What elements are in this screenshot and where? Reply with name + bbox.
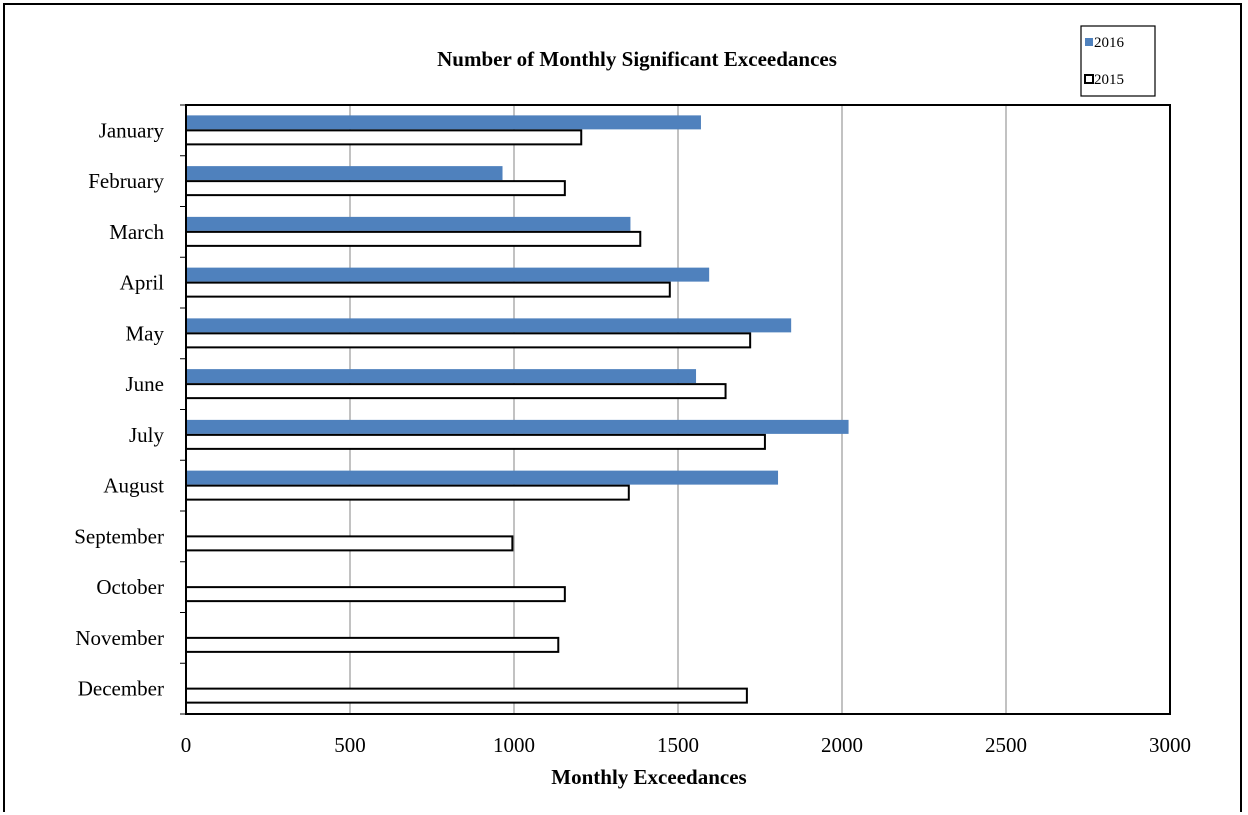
- category-label: June: [126, 372, 165, 396]
- x-tick-label: 2000: [821, 733, 863, 757]
- x-tick-label: 500: [334, 733, 366, 757]
- legend: 2016 2015: [1080, 25, 1156, 97]
- category-label: November: [75, 626, 164, 650]
- legend-box: [1080, 25, 1156, 97]
- legend-label-2016: 2016: [1094, 35, 1125, 51]
- bars: [185, 115, 849, 704]
- category-label: July: [129, 423, 165, 447]
- gridlines: [349, 105, 1007, 714]
- category-label: March: [109, 220, 164, 244]
- x-tick-label: 1500: [657, 733, 699, 757]
- category-label: December: [78, 677, 164, 701]
- bar-2016: [186, 166, 503, 181]
- bar-2015: [185, 383, 727, 400]
- x-tick-label: 2500: [985, 733, 1027, 757]
- x-tick-label: 0: [181, 733, 192, 757]
- x-axis-tick-labels: 0 500 1000 1500 2000 2500 3000: [181, 733, 1191, 757]
- category-label: October: [96, 575, 164, 599]
- bar-2016: [186, 318, 792, 333]
- category-label: May: [126, 321, 165, 345]
- bar-2015: [185, 281, 671, 298]
- bar-2015: [185, 433, 766, 450]
- bar-2016: [186, 470, 779, 485]
- bar-2015: [185, 332, 752, 349]
- bar-2016: [186, 216, 631, 231]
- bar-2016: [186, 267, 710, 282]
- bar-2015: [185, 586, 566, 603]
- category-labels: January February March April May June July Augu…: [74, 118, 164, 700]
- bar-2015: [185, 535, 514, 552]
- bar-2016: [186, 369, 697, 384]
- category-label: August: [103, 474, 164, 498]
- legend-swatch-2015: [1084, 74, 1094, 84]
- bar-2015: [185, 129, 583, 146]
- x-tick-label: 3000: [1149, 733, 1191, 757]
- legend-label-2015: 2015: [1094, 72, 1124, 88]
- x-axis-title: Monthly Exceedances: [551, 765, 746, 789]
- chart-title: Number of Monthly Significant Exceedance…: [437, 47, 837, 71]
- category-label: April: [120, 271, 164, 295]
- y-axis-ticks: [180, 104, 186, 715]
- bar-2015: [185, 687, 748, 704]
- x-tick-label: 1000: [493, 733, 535, 757]
- bar-2015: [185, 484, 630, 501]
- category-label: February: [88, 169, 164, 193]
- bar-2015: [185, 230, 642, 247]
- bar-2015: [185, 636, 560, 653]
- bar-2016: [186, 115, 701, 130]
- category-label: January: [99, 118, 165, 142]
- bar-2015: [185, 180, 566, 197]
- chart-frame: [3, 3, 1242, 812]
- legend-swatch-2016: [1085, 38, 1093, 46]
- category-label: September: [74, 524, 164, 548]
- bar-2016: [186, 419, 849, 434]
